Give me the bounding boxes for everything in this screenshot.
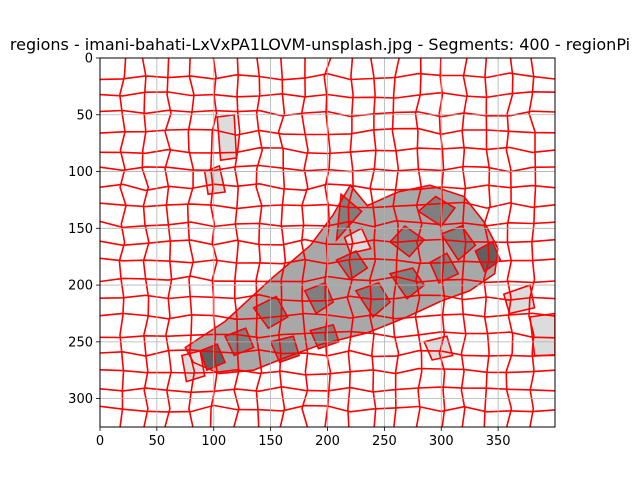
boundary-vertical <box>414 58 423 427</box>
region-boundary <box>252 295 289 330</box>
region-boundary <box>502 284 536 315</box>
boundary-vertical <box>346 58 355 427</box>
region-boundary <box>529 312 555 357</box>
x-tick-label: 100 <box>201 434 226 449</box>
x-tick-label: 200 <box>315 434 340 449</box>
y-tick-label: 200 <box>68 279 93 294</box>
region-boundary <box>423 335 454 361</box>
region-light-16 <box>204 165 226 195</box>
y-axis: 0 50 100 150 200 250 300 <box>68 52 100 407</box>
region-light-17 <box>217 114 237 161</box>
region-light-20 <box>530 313 555 356</box>
region-boundary <box>203 164 227 196</box>
boundary-vertical <box>164 58 173 427</box>
y-tick-label: 50 <box>76 108 93 123</box>
y-tick-label: 100 <box>68 165 93 180</box>
boundary-vertical <box>528 58 537 427</box>
x-tick-label: 350 <box>486 434 511 449</box>
boundary-vertical <box>277 58 287 427</box>
boundary-vertical <box>118 58 127 427</box>
x-axis: 0 50 100 150 200 250 300 350 <box>96 427 511 449</box>
chart-title: regions - imani-bahati-LxVxPA1LOVM-unspl… <box>10 35 630 54</box>
region-boundary <box>388 224 426 258</box>
y-tick-label: 150 <box>68 222 93 237</box>
boundary-vertical <box>438 58 446 427</box>
y-tick-label: 250 <box>68 335 93 350</box>
region-boundary <box>343 227 372 255</box>
boundary-vertical <box>323 58 332 427</box>
y-tick-label: 0 <box>85 52 93 67</box>
y-tick-label: 300 <box>68 392 93 407</box>
region-boundary <box>335 192 363 243</box>
boundary-vertical <box>186 58 196 427</box>
region-boundary <box>216 113 238 162</box>
region-boundary <box>474 240 502 273</box>
x-tick-label: 50 <box>149 434 166 449</box>
x-tick-label: 150 <box>258 434 283 449</box>
region-boundary <box>269 335 301 364</box>
x-tick-label: 250 <box>372 434 397 449</box>
boundary-vertical <box>369 58 377 427</box>
boundary-vertical <box>255 58 264 427</box>
boundary-vertical <box>233 58 241 427</box>
x-tick-label: 0 <box>96 434 104 449</box>
region-boundary <box>180 349 206 383</box>
region-boundary <box>224 327 255 357</box>
x-tick-label: 300 <box>429 434 454 449</box>
region-dark-9 <box>429 253 459 283</box>
region-boundary <box>335 249 369 281</box>
region-boundary <box>417 195 457 228</box>
region-boundary <box>199 343 227 372</box>
boundary-vertical <box>300 58 309 427</box>
